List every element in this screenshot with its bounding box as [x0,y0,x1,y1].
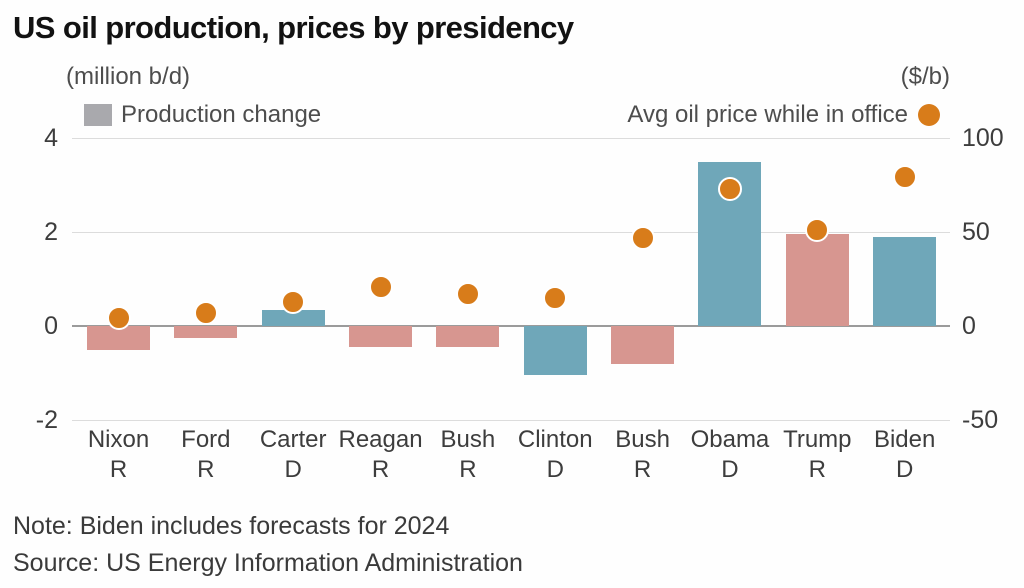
right-axis-unit-label: ($/b) [900,63,950,90]
price-dot-trump-8 [805,218,830,243]
x-party-label-9: D [895,456,914,483]
bar-carter-2 [261,309,325,326]
x-party-label-3: R [371,456,390,483]
x-party-label-1: R [197,456,215,483]
chart-title: US oil production, prices by presidency [13,10,574,45]
gridline [72,419,950,421]
left-axis-tick-0: 0 [44,312,58,340]
x-label-nixon-0: Nixon [87,426,150,453]
gridline [72,231,950,233]
x-label-bush-4: Bush [440,426,496,453]
right-axis-tick-100: 100 [962,124,1004,152]
x-label-ford-1: Ford [181,426,231,453]
x-party-label-5: D [546,456,564,483]
price-dot-bush-6 [630,225,655,250]
right-axis-tick-0: 0 [962,312,976,340]
bar-reagan-3 [349,326,413,348]
right-axis-tick-50: 50 [962,218,990,246]
x-label-trump-8: Trump [783,426,852,453]
legend-production-change: Production change [84,101,321,129]
left-axis-tick--2: -2 [35,406,58,434]
bar-trump-8 [785,234,849,326]
price-dot-clinton-5 [543,285,568,310]
bar-legend-swatch-icon [84,104,112,126]
x-party-label-0: R [109,456,128,483]
bar-biden-9 [873,236,937,326]
x-label-clinton-5: Clinton [517,426,593,453]
left-axis-unit-label: (million b/d) [66,63,191,90]
bar-bush-4 [436,326,500,348]
x-label-reagan-3: Reagan [338,426,423,453]
x-party-label-6: R [633,456,652,483]
bar-bush-6 [611,326,675,364]
chart-note: Note: Biden includes forecasts for 2024 [13,512,450,540]
dot-legend-label: Avg oil price while in office [627,101,908,128]
left-axis-tick-4: 4 [44,124,58,152]
gridline [72,137,950,139]
x-party-label-4: R [459,456,477,483]
left-axis-tick-2: 2 [44,218,58,246]
price-dot-legend-icon [918,104,940,126]
price-dot-bush-4 [455,282,480,307]
price-dot-nixon-0 [106,306,131,331]
bar-ford-1 [174,326,238,338]
right-axis-tick--50: -50 [962,406,999,434]
x-party-label-8: R [808,456,826,483]
bar-nixon-0 [87,326,150,350]
x-party-label-2: D [284,456,302,483]
bar-clinton-5 [523,326,587,376]
bar-legend-label: Production change [121,101,322,128]
x-label-bush-6: Bush [615,426,670,453]
x-label-obama-7: Obama [690,426,770,453]
legend-avg-oil-price: Avg oil price while in office [627,101,940,129]
x-party-label-7: D [721,456,739,483]
chart-source: Source: US Energy Information Administra… [13,549,523,577]
price-dot-reagan-3 [368,274,393,299]
price-dot-carter-2 [281,289,306,314]
price-dot-obama-7 [717,176,742,201]
plot-area [72,137,950,421]
x-label-carter-2: Carter [259,426,327,453]
price-dot-ford-1 [193,300,218,325]
x-label-biden-9: Biden [873,426,936,453]
zero-baseline [72,325,950,327]
price-dot-biden-9 [892,165,917,190]
